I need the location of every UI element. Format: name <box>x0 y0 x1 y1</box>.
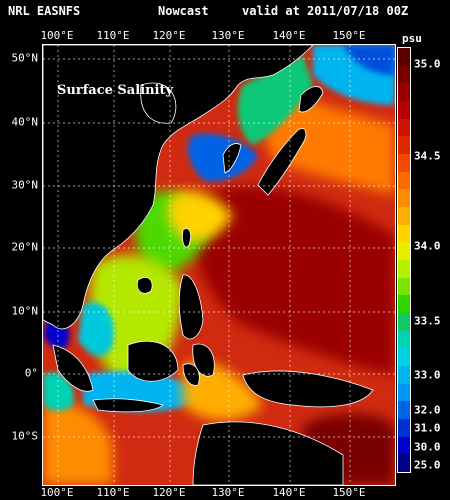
asian-mainland <box>43 45 314 330</box>
colorbar-segment <box>398 224 410 243</box>
salinity-map-canvas <box>43 45 395 485</box>
lon-label-top-150: 150°E <box>332 29 366 42</box>
colorbar-segment <box>398 330 410 349</box>
colorbar-label-25-0: 25.0 <box>414 458 441 472</box>
colorbar-segment <box>398 436 410 455</box>
lon-label-top-110: 110°E <box>96 29 130 42</box>
colorbar-segment <box>398 348 410 367</box>
sea-of-japan <box>237 55 313 145</box>
subpolar-fresh-core <box>343 45 395 75</box>
colorbar-segment <box>398 401 410 420</box>
colorbar-segment <box>398 242 410 261</box>
lat-label-20n: 20°N <box>11 240 39 254</box>
lon-label-bottom-150: 150°E <box>332 486 366 499</box>
banda-sea <box>183 362 263 420</box>
hokkaido <box>298 86 324 113</box>
colorbar-label-30-0: 30.0 <box>414 440 441 454</box>
kuroshio-extension-band <box>264 85 395 195</box>
colorbar-label-34-0: 34.0 <box>414 239 441 253</box>
malacca-fresh <box>43 372 74 411</box>
high-salinity-core <box>183 186 395 375</box>
colorbar-label-34-5: 34.5 <box>414 149 441 163</box>
colorbar-segment <box>398 260 410 279</box>
lat-label-10n: 10°N <box>11 304 39 318</box>
lon-label-bottom-140: 140°E <box>272 486 306 499</box>
graticule <box>43 45 395 485</box>
borneo <box>127 340 179 382</box>
colorbar-segment <box>398 101 410 120</box>
colorbar-segment <box>398 383 410 402</box>
japan-main <box>257 128 307 196</box>
colorbar-unit: psu <box>402 32 422 45</box>
sulawesi <box>182 363 200 386</box>
colorbar-segment <box>398 207 410 226</box>
colorbar-segment <box>398 295 410 314</box>
colorbar-segment <box>398 277 410 296</box>
taiwan <box>182 228 191 248</box>
colorbar-segment <box>398 118 410 137</box>
lon-label-bottom-110: 110°E <box>96 486 130 499</box>
valid-time-label: valid at 2011/07/18 00Z <box>242 4 409 18</box>
colorbar-label-32-0: 32.0 <box>414 403 441 417</box>
colorbar-segment <box>398 83 410 102</box>
colorbar-segment <box>398 419 410 438</box>
colorbar-segment <box>398 189 410 208</box>
colorbar-label-33-5: 33.5 <box>414 314 441 328</box>
colorbar-segment <box>398 136 410 155</box>
salinity-map: Surface Salinity <box>42 44 396 486</box>
colorbar-segment <box>398 48 410 67</box>
lon-label-bottom-120: 120°E <box>152 486 186 499</box>
lon-label-bottom-130: 130°E <box>211 486 245 499</box>
colorbar-segment <box>398 313 410 332</box>
australia <box>192 421 344 485</box>
colorbar-label-33-0: 33.0 <box>414 368 441 382</box>
colorbar-segment <box>398 366 410 385</box>
product-label: Nowcast <box>158 4 209 18</box>
lat-label-50n: 50°N <box>11 51 39 65</box>
colorbar-segment <box>398 171 410 190</box>
colorbar-segment <box>398 65 410 84</box>
sumatra <box>52 344 94 392</box>
lon-label-top-120: 120°E <box>152 29 186 42</box>
salinity-field <box>43 45 395 485</box>
mindanao <box>192 343 215 377</box>
colorbar-segment <box>398 454 410 473</box>
new-guinea <box>242 370 374 408</box>
lon-label-top-130: 130°E <box>211 29 245 42</box>
map-title: Surface Salinity <box>57 83 174 98</box>
colorbar-label-31-0: 31.0 <box>414 421 441 435</box>
hainan <box>136 276 153 294</box>
colorbar <box>397 47 411 473</box>
land-masses <box>43 45 374 485</box>
korean-peninsula <box>222 143 242 174</box>
colorbar-segment <box>398 154 410 173</box>
lat-label-equator: 0° <box>24 366 38 380</box>
lon-label-top-100: 100°E <box>40 29 74 42</box>
lat-label-10s: 10°S <box>11 429 39 443</box>
lon-label-top-140: 140°E <box>272 29 306 42</box>
inland-block <box>140 82 177 124</box>
lat-label-30n: 30°N <box>11 178 39 192</box>
colorbar-label-35-0: 35.0 <box>414 57 441 71</box>
east-china-sea-shelf <box>167 191 233 242</box>
lat-label-40n: 40°N <box>11 115 39 129</box>
indian-ocean <box>43 402 113 485</box>
gulf-of-thailand <box>78 302 114 357</box>
lon-label-bottom-100: 100°E <box>40 486 74 499</box>
luzon <box>178 274 204 340</box>
source-label: NRL EASNFS <box>8 4 81 18</box>
